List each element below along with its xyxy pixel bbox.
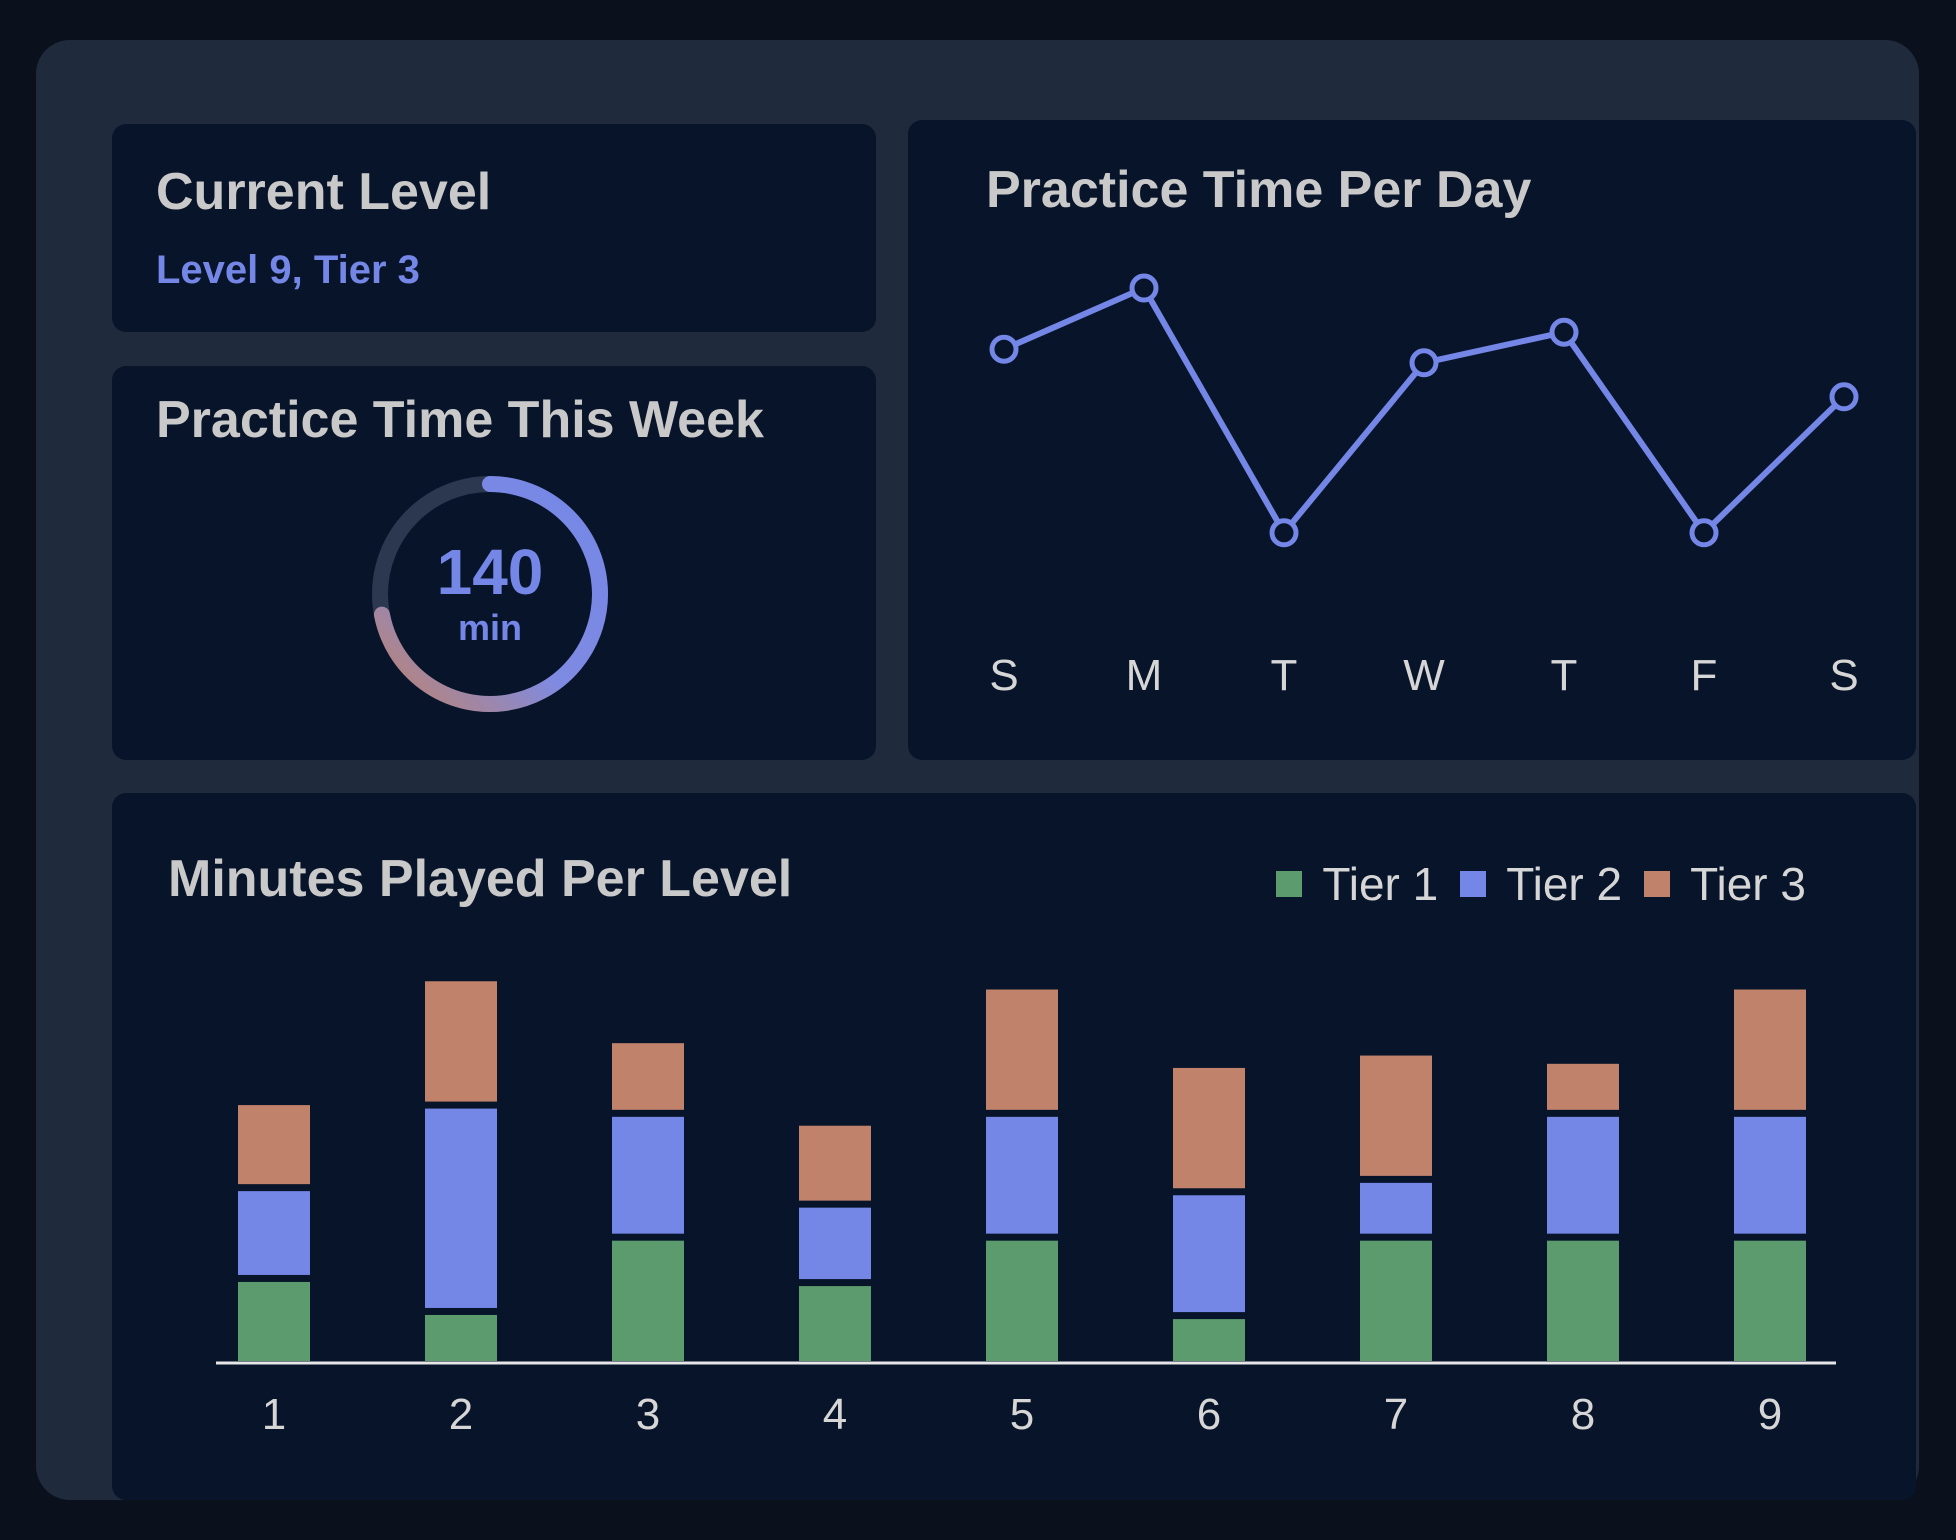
line-point [1549,317,1579,347]
practice-week-card: Practice Time This Week 140 min [112,366,876,760]
x-tick-label: 3 [636,1390,660,1439]
x-tick-label: 5 [1010,1390,1034,1439]
x-tick-label: 1 [262,1390,286,1439]
x-tick-label: 8 [1571,1390,1595,1439]
legend-swatch-tier-3 [1644,871,1671,897]
line-point [1829,382,1859,412]
x-tick-label: S [989,651,1018,700]
legend-item-tier-2: Tier 2 [1460,857,1622,911]
practice-week-unit: min [457,607,522,648]
bar-segment-tier-2 [1547,1116,1619,1234]
bar-segment-tier-2 [612,1116,684,1234]
x-tick-label: 4 [823,1390,847,1439]
bar-segment-tier-2 [799,1207,871,1280]
minutes-per-level-title: Minutes Played Per Level [168,850,793,908]
legend-label-tier-3: Tier 3 [1690,858,1806,910]
bar-segment-tier-3 [612,1043,684,1110]
bar-segment-tier-1 [1547,1240,1619,1361]
bar-segment-tier-1 [612,1240,684,1361]
bar-segment-tier-2 [1360,1182,1432,1234]
bar-segment-tier-1 [1173,1319,1245,1361]
dashboard-frame: Current Level Level 9, Tier 3 Practice T… [36,40,1919,1500]
x-tick-label: 2 [449,1390,473,1439]
legend-item-tier-1: Tier 1 [1276,857,1438,911]
legend-swatch-tier-2 [1460,871,1487,897]
line-point [1269,518,1299,548]
bar-segment-tier-1 [986,1240,1058,1361]
x-tick-label: T [1551,651,1578,700]
bar-segment-tier-1 [425,1314,497,1361]
bar-segment-tier-3 [425,981,497,1102]
bar-segment-tier-3 [1360,1055,1432,1176]
chart-legend: Tier 1 Tier 2 Tier 3 [1254,857,1806,911]
progress-ring-fill [373,476,608,712]
x-tick-label: 6 [1197,1390,1221,1439]
practice-week-progress-ring [372,476,608,712]
bar-segment-tier-3 [799,1125,871,1201]
bar-segment-tier-2 [425,1108,497,1308]
bar-segment-tier-1 [1734,1240,1806,1361]
bar-segment-tier-1 [1360,1240,1432,1361]
legend-item-tier-3: Tier 3 [1644,857,1806,911]
line-point [1409,348,1439,378]
x-tick-label: 9 [1758,1390,1782,1439]
bar-segment-tier-3 [986,989,1058,1110]
x-tick-label: M [1126,651,1163,700]
x-tick-label: T [1271,651,1298,700]
current-level-title: Current Level [156,163,492,221]
minutes-per-level-bar-chart: 1 2 3 4 5 6 7 8 9 [216,981,1836,1439]
legend-swatch-tier-1 [1276,871,1303,897]
bar-segment-tier-3 [1547,1063,1619,1110]
x-tick-label: 7 [1384,1390,1408,1439]
legend-label-tier-2: Tier 2 [1506,858,1623,910]
line-point [989,334,1019,364]
x-tick-label: W [1403,651,1445,700]
bar-segment-tier-3 [238,1105,310,1185]
current-level-card: Current Level Level 9, Tier 3 [112,124,876,332]
legend-label-tier-1: Tier 1 [1322,858,1439,910]
bar-segment-tier-1 [799,1286,871,1361]
line-point [1689,518,1719,548]
bar-segment-tier-2 [238,1191,310,1275]
current-level-value: Level 9, Tier 3 [156,248,420,292]
bar-segment-tier-1 [238,1281,310,1361]
practice-week-value: 140 [436,536,544,608]
bar-segment-tier-3 [1173,1067,1245,1189]
minutes-per-level-card: Minutes Played Per Level Tier 1 Tier 2 T… [112,793,1916,1500]
practice-day-card: Practice Time Per Day S M T W T F S [908,120,1916,760]
bar-segment-tier-2 [986,1116,1058,1234]
practice-day-title: Practice Time Per Day [986,161,1532,219]
bar-segment-tier-3 [1734,989,1806,1110]
practice-week-title: Practice Time This Week [156,391,764,449]
x-tick-label: S [1829,651,1858,700]
practice-line [1002,285,1847,536]
bar-segment-tier-2 [1734,1116,1806,1234]
line-point [1129,273,1159,303]
bar-segment-tier-2 [1173,1195,1245,1313]
x-tick-label: F [1691,651,1718,700]
